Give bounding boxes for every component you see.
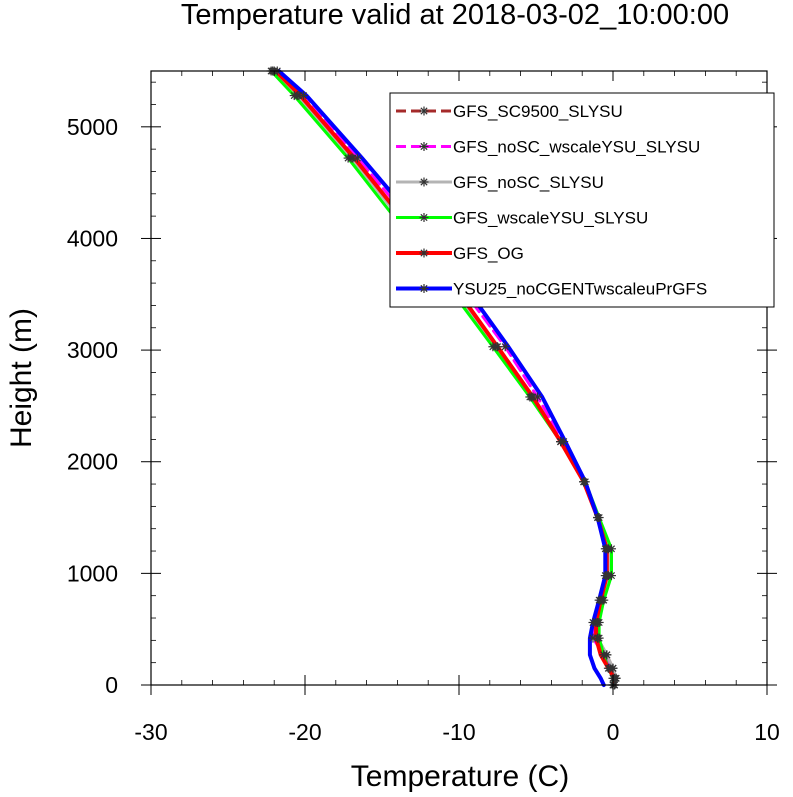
x-axis-label: Temperature (C) — [351, 760, 569, 793]
legend-label: GFS_noSC_wscaleYSU_SLYSU — [453, 138, 700, 157]
legend-label: GFS_wscaleYSU_SLYSU — [453, 209, 648, 228]
legend-marker — [419, 284, 429, 293]
y-tick-label: 5000 — [67, 114, 118, 140]
legend-box — [389, 92, 775, 308]
y-axis-label: Height (m) — [5, 308, 38, 448]
series-4-marker — [606, 571, 616, 581]
legend-label: GFS_SC9500_SLYSU — [453, 102, 623, 121]
series-4-marker — [599, 650, 609, 660]
x-tick-label: -30 — [134, 719, 167, 745]
series-2-marker — [500, 342, 510, 352]
series-4-marker — [343, 153, 353, 163]
legend-marker — [419, 213, 429, 222]
chart-title: Temperature valid at 2018-03-02_10:00:00 — [181, 0, 729, 31]
x-tick-label: -20 — [288, 719, 321, 745]
legend-marker — [419, 106, 429, 116]
series-4-marker — [488, 342, 498, 352]
legend-label: YSU25_noCGENTwscaleuPrGFS — [453, 280, 707, 299]
series-4-marker — [594, 633, 604, 643]
series-4-marker — [580, 477, 590, 487]
y-tick-label: 1000 — [67, 560, 118, 586]
legend-marker — [419, 177, 429, 187]
y-tick-label: 4000 — [67, 225, 118, 251]
series-4-marker — [599, 595, 609, 605]
series-4-marker — [603, 663, 613, 673]
y-tick-label: 0 — [105, 672, 118, 698]
series-4-marker — [606, 544, 616, 554]
series-4-marker — [556, 437, 566, 447]
series-4-marker — [525, 392, 535, 402]
legend-marker — [419, 248, 429, 258]
x-tick-label: -10 — [442, 719, 475, 745]
series-4-marker — [594, 617, 604, 627]
legend-items: GFS_SC9500_SLYSU GFS_noSC_wscaleYSU_SLYSU… — [396, 102, 707, 299]
series-4-marker — [289, 91, 299, 101]
legend-label: GFS_noSC_SLYSU — [453, 173, 604, 192]
series-2-marker — [298, 91, 308, 101]
series-4-marker — [594, 513, 604, 523]
legend: GFS_SC9500_SLYSU GFS_noSC_wscaleYSU_SLYSU… — [389, 92, 775, 308]
y-tick-label: 2000 — [67, 449, 118, 475]
legend-label: GFS_OG — [453, 244, 524, 263]
legend-marker — [419, 142, 429, 151]
x-tick-label: 10 — [754, 719, 780, 745]
x-tick-label: 0 — [607, 719, 620, 745]
y-tick-label: 3000 — [67, 337, 118, 363]
